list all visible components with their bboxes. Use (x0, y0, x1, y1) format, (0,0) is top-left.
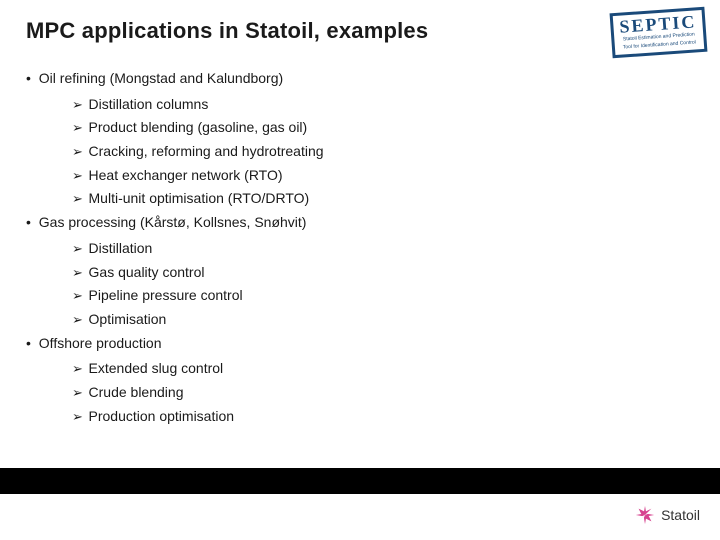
section-heading-text: Gas processing (Kårstø, Kollsnes, Snøhvi… (39, 214, 307, 230)
list-item: Multi-unit optimisation (RTO/DRTO) (72, 188, 694, 210)
section-heading-text: Oil refining (Mongstad and Kalundborg) (39, 70, 283, 86)
list-item: Crude blending (72, 382, 694, 404)
star-icon (634, 504, 656, 526)
list-item: Product blending (gasoline, gas oil) (72, 117, 694, 139)
section-heading: Gas processing (Kårstø, Kollsnes, Snøhvi… (26, 212, 694, 234)
section-heading: Offshore production (26, 333, 694, 355)
logo-text: Statoil (661, 507, 700, 523)
statoil-logo: Statoil (634, 504, 700, 526)
slide-content: Oil refining (Mongstad and Kalundborg) D… (26, 68, 694, 427)
list-item: Production optimisation (72, 406, 694, 428)
page-title: MPC applications in Statoil, examples (26, 18, 694, 44)
list-item: Extended slug control (72, 358, 694, 380)
list-item: Optimisation (72, 309, 694, 331)
footer-bar (0, 468, 720, 494)
list-item: Cracking, reforming and hydrotreating (72, 141, 694, 163)
list-item: Heat exchanger network (RTO) (72, 165, 694, 187)
list-item: Distillation (72, 238, 694, 260)
slide: SEPTIC Statoil Estimation and Prediction… (0, 0, 720, 540)
section-heading-text: Offshore production (39, 335, 162, 351)
section-heading: Oil refining (Mongstad and Kalundborg) (26, 68, 694, 90)
septic-stamp: SEPTIC Statoil Estimation and Prediction… (610, 7, 708, 59)
list-item: Distillation columns (72, 94, 694, 116)
list-item: Pipeline pressure control (72, 285, 694, 307)
list-item: Gas quality control (72, 262, 694, 284)
